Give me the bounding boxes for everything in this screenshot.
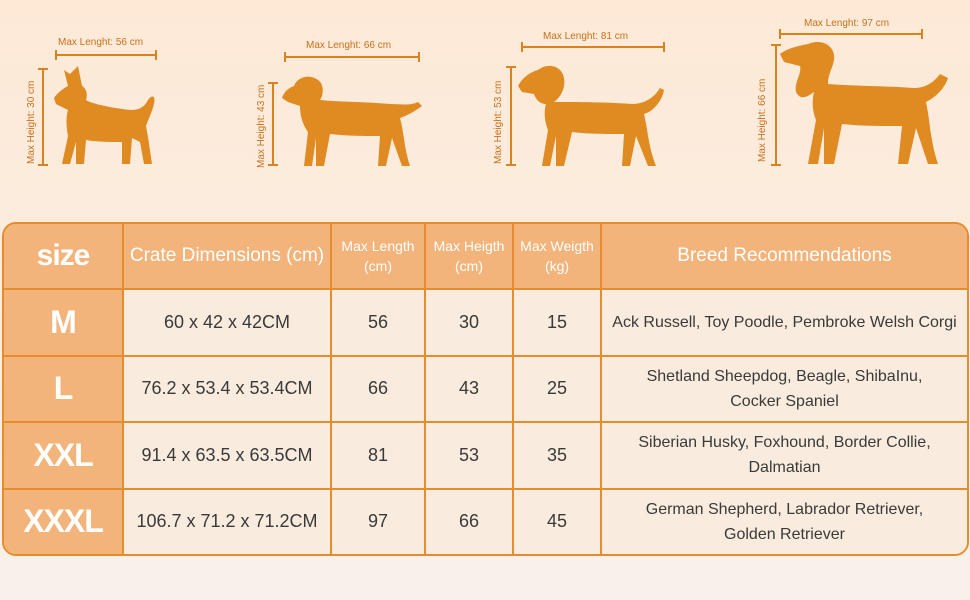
header-max-length-label: Max Length [341, 238, 415, 254]
breed-line-1: Ack Russell, Toy Poodle, Pembroke Welsh … [612, 313, 957, 331]
crate-cell: 106.7 x 71.2 x 71.2CM [124, 489, 332, 554]
table-row: M 60 x 42 x 42CM 56 30 15 Ack Russell, T… [4, 290, 967, 357]
spaniel-icon [518, 65, 664, 166]
dog-l-length-line [284, 52, 420, 62]
dog-m-height-label: Max Height: 30 cm [26, 80, 37, 164]
table-header-row: size Crate Dimensions (cm) Max Length (c… [4, 224, 967, 290]
header-crate-dimensions: Crate Dimensions (cm) [124, 224, 332, 290]
height-cell: 53 [426, 423, 514, 490]
dog-xxl-height-label: Max Height: 53 cm [493, 80, 504, 164]
breed-line-2: Cocker Spaniel [730, 392, 839, 410]
height-cell: 30 [426, 290, 514, 357]
weight-cell: 45 [514, 489, 602, 554]
dog-xxxl-length-label: Max Lenght: 97 cm [804, 18, 890, 29]
header-max-length-unit: (cm) [364, 258, 392, 274]
breed-line-2: Golden Retriever [724, 525, 845, 543]
height-cell: 66 [426, 489, 514, 554]
size-chart-table: size Crate Dimensions (cm) Max Length (c… [2, 222, 969, 556]
crate-cell: 60 x 42 x 42CM [124, 290, 332, 357]
size-cell: M [4, 290, 124, 357]
header-max-height-label: Max Heigth [433, 238, 505, 254]
header-size: size [4, 224, 124, 290]
chihuahua-icon [54, 66, 155, 164]
dog-xxl-height-line [506, 66, 516, 166]
header-max-length: Max Length (cm) [332, 224, 426, 290]
length-cell: 81 [332, 423, 426, 490]
crate-cell: 76.2 x 53.4 x 53.4CM [124, 356, 332, 423]
dog-xxxl-height-label: Max Height: 66 cm [757, 78, 768, 162]
breed-cell: Shetland Sheepdog, Beagle, ShibaInu, Coc… [602, 356, 967, 423]
height-cell: 43 [426, 356, 514, 423]
dog-m-length-line [55, 50, 157, 60]
dog-xxl-length-line [521, 42, 665, 52]
breed-cell: Siberian Husky, Foxhound, Border Collie,… [602, 423, 967, 490]
header-max-weight-unit: (kg) [544, 258, 570, 274]
table-row: XXXL 106.7 x 71.2 x 71.2CM 97 66 45 Germ… [4, 489, 967, 554]
dog-m-length-label: Max Lenght: 56 cm [58, 37, 144, 48]
breed-cell: German Shepherd, Labrador Retriever, Gol… [602, 489, 967, 554]
table-row: L 76.2 x 53.4 x 53.4CM 66 43 25 Shetland… [4, 356, 967, 423]
dog-l-height-line [268, 82, 278, 166]
header-max-weight-label: Max Weigth [520, 238, 594, 254]
header-max-height-unit: (cm) [455, 258, 483, 274]
breed-line-1: Siberian Husky, Foxhound, Border Collie, [638, 434, 931, 452]
dog-l-height-label: Max Height: 43 cm [256, 84, 267, 168]
dog-l-length-label: Max Lenght: 66 cm [306, 40, 392, 51]
breed-line-2: Dalmatian [748, 459, 821, 477]
header-max-weight: Max Weigth (kg) [514, 224, 602, 290]
size-cell: XXXL [4, 489, 124, 554]
dog-m-height-line [38, 68, 48, 166]
breed-line-1: Shetland Sheepdog, Beagle, ShibaInu, [646, 367, 923, 385]
labrador-icon [282, 76, 422, 166]
header-max-height: Max Heigth (cm) [426, 224, 514, 290]
length-cell: 97 [332, 489, 426, 554]
size-cell: XXL [4, 423, 124, 490]
hound-icon [780, 41, 948, 164]
length-cell: 56 [332, 290, 426, 357]
breed-cell: Ack Russell, Toy Poodle, Pembroke Welsh … [602, 290, 967, 357]
crate-cell: 91.4 x 63.5 x 63.5CM [124, 423, 332, 490]
size-cell: L [4, 356, 124, 423]
weight-cell: 25 [514, 356, 602, 423]
breed-line-1: German Shepherd, Labrador Retriever, [645, 500, 924, 518]
weight-cell: 15 [514, 290, 602, 357]
weight-cell: 35 [514, 423, 602, 490]
length-cell: 66 [332, 356, 426, 423]
dog-xxl-length-label: Max Lenght: 81 cm [543, 31, 629, 42]
header-breed-recommendations: Breed Recommendations [602, 224, 967, 290]
dog-xxxl-length-line [779, 29, 923, 39]
table-row: XXL 91.4 x 63.5 x 63.5CM 81 53 35 Siberi… [4, 423, 967, 490]
dog-xxxl-height-line [771, 44, 781, 166]
